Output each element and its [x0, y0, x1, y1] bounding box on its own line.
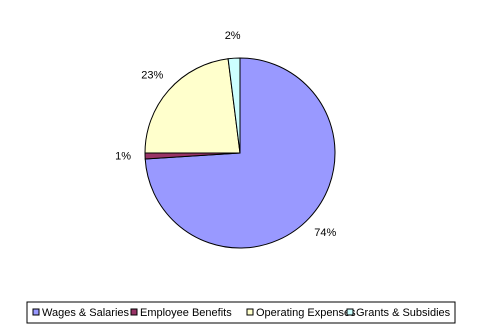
legend-swatch — [246, 308, 254, 316]
pie-slice — [144, 58, 241, 154]
legend-swatch — [130, 308, 138, 316]
data-label: 74% — [314, 227, 336, 239]
legend-label: Grants & Subsidies — [356, 307, 451, 319]
data-label: 1% — [115, 151, 131, 163]
legend-label: Wages & Salaries — [42, 307, 130, 319]
legend-label: Employee Benefits — [140, 307, 232, 319]
data-label: 2% — [225, 30, 241, 42]
legend-label: Operating Expenses — [256, 307, 356, 319]
legend-swatch — [346, 308, 354, 316]
pie: 74% 1% 23% 2% — [115, 30, 337, 249]
legend-box — [26, 301, 456, 324]
pie-slice — [227, 57, 241, 154]
legend-swatch — [32, 308, 40, 316]
legend: Wages & Salaries Employee Benefits Operati… — [32, 307, 451, 319]
data-label: 23% — [141, 70, 163, 82]
